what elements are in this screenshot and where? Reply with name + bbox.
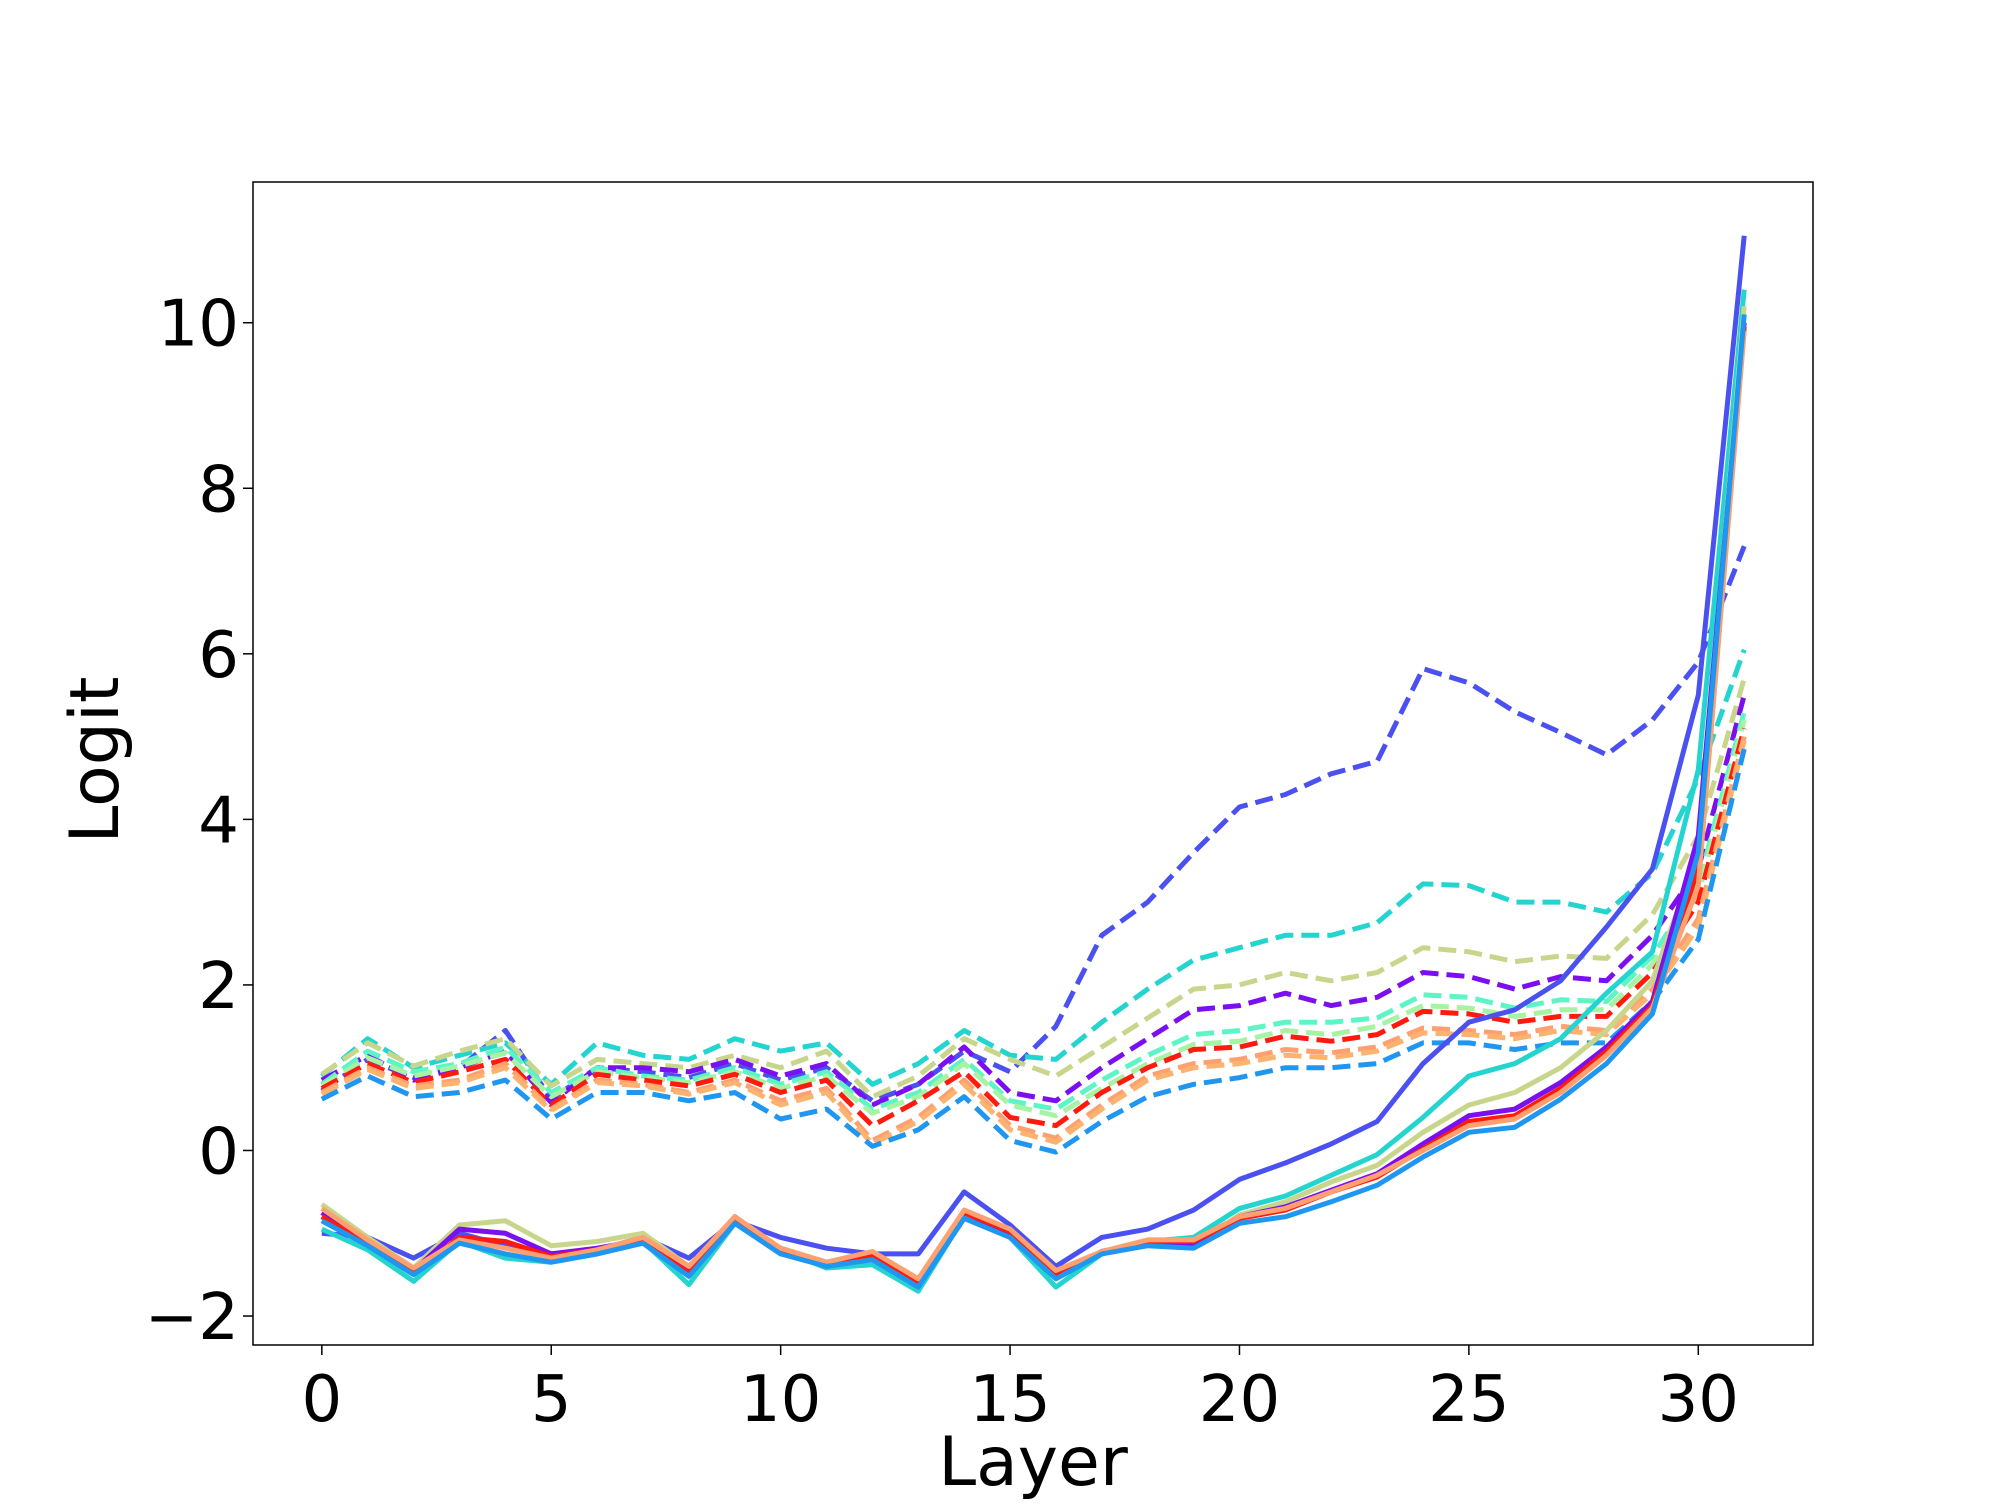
series-line-dashed-6 [320, 727, 1747, 1129]
series-line-solid-16 [320, 314, 1747, 1290]
y-tick-label: 8 [198, 453, 239, 527]
series-line-dashed-1 [320, 648, 1747, 1087]
series-layer [320, 235, 1747, 1294]
y-tick-label: 4 [198, 784, 239, 858]
x-tick-label: 25 [1428, 1363, 1509, 1437]
x-tick-label: 15 [969, 1363, 1050, 1437]
series-line-solid-15 [320, 330, 1747, 1282]
x-axis-ticks: 0 5 10 15 20 25 30 [301, 1345, 1739, 1437]
x-tick-label: 0 [301, 1363, 342, 1437]
x-tick-label: 5 [531, 1363, 572, 1437]
series-line-dashed-8 [320, 740, 1747, 1147]
y-axis-label: Logit [56, 676, 135, 843]
series-line-dashed-4 [320, 711, 1747, 1112]
series-line-solid-11 [320, 289, 1747, 1294]
series-line-dashed-0 [320, 545, 1747, 1104]
series-line-solid-13 [320, 322, 1747, 1286]
series-line-dashed-3 [320, 694, 1747, 1108]
y-tick-label: 0 [198, 1115, 239, 1189]
plot-area-frame [252, 181, 1814, 1346]
y-tick-label: −2 [145, 1281, 239, 1355]
series-line-dashed-5 [320, 719, 1747, 1119]
series-line-dashed-9 [320, 748, 1747, 1155]
series-line-dashed-2 [320, 677, 1747, 1100]
x-tick-label: 20 [1199, 1363, 1280, 1437]
x-axis-label: Layer [938, 1423, 1128, 1500]
y-tick-label: 10 [158, 288, 239, 362]
x-tick-label: 30 [1658, 1363, 1739, 1437]
x-tick-label: 10 [740, 1363, 821, 1437]
y-tick-label: 6 [198, 619, 239, 693]
y-tick-label: 2 [198, 950, 239, 1024]
y-axis-ticks: −2 0 2 4 6 8 10 [145, 288, 253, 1355]
